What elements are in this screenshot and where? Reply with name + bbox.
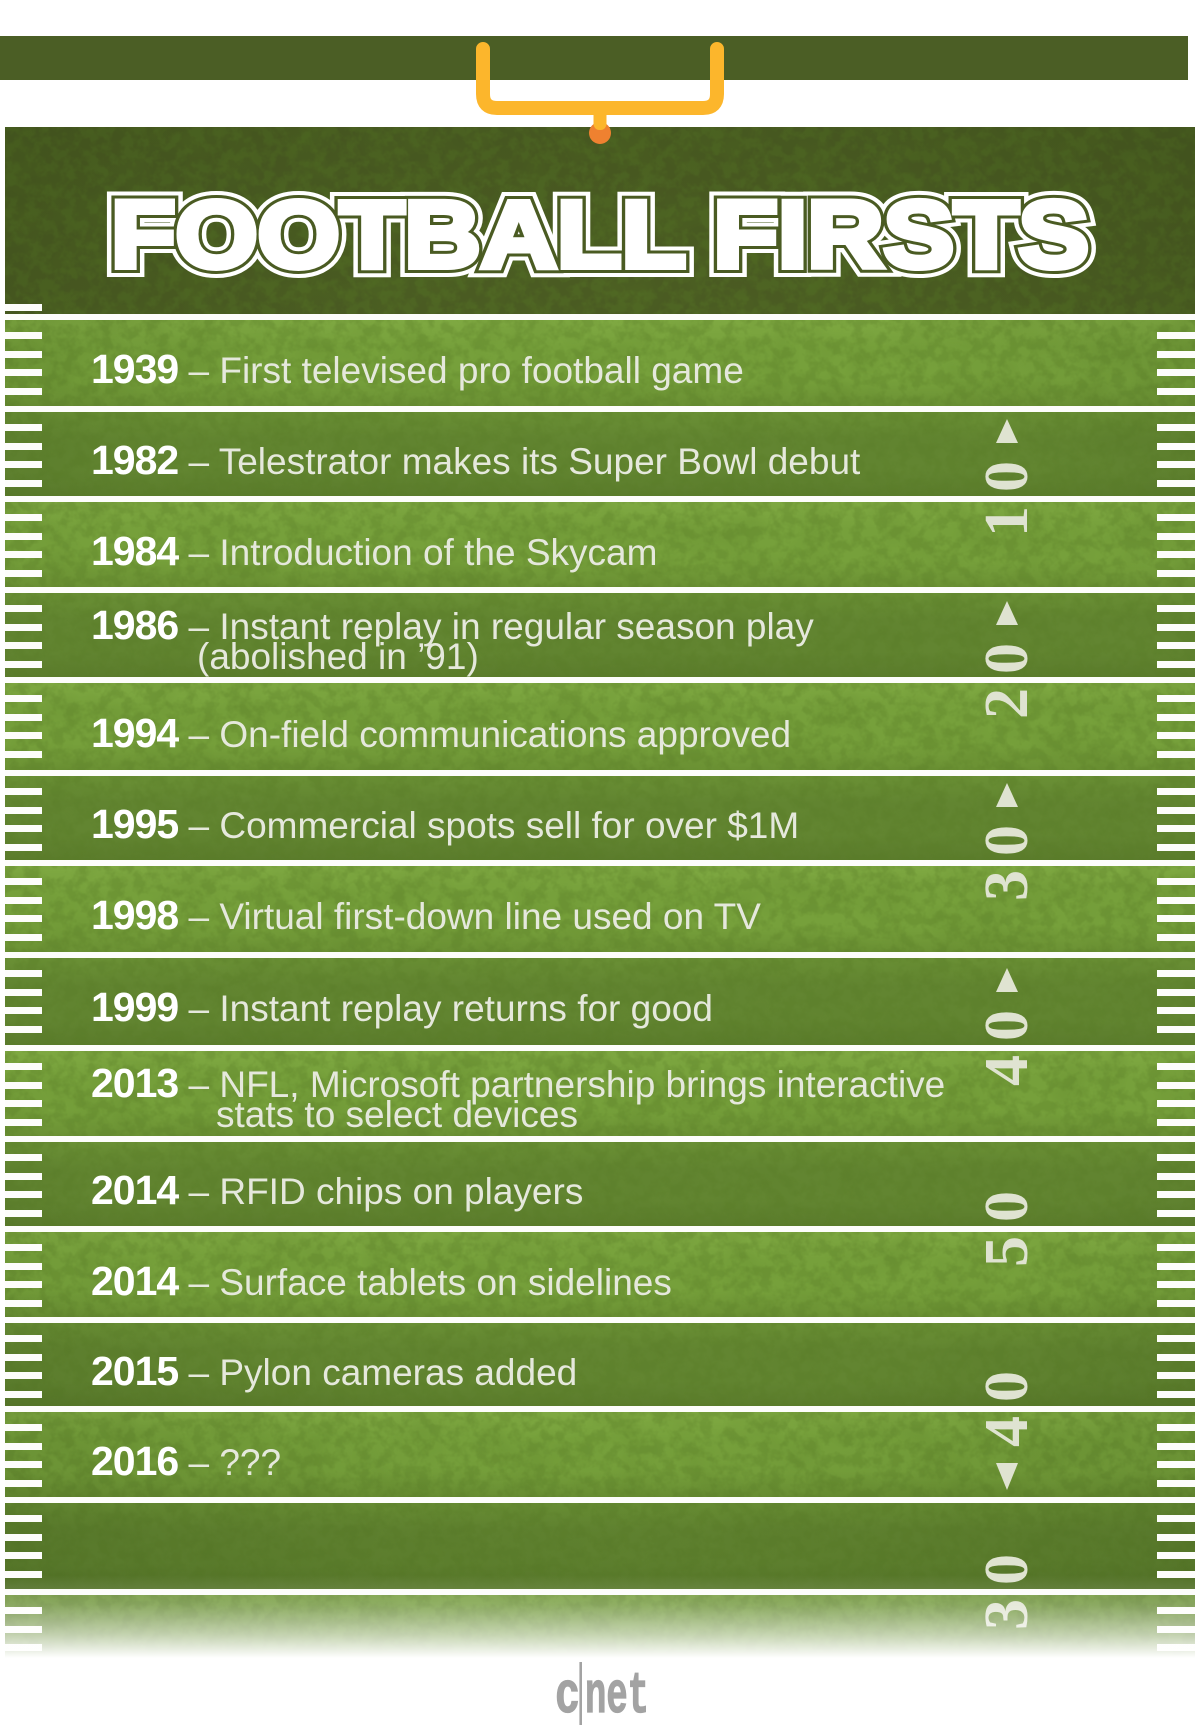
svg-text:c: c [555,1665,580,1725]
svg-text:FOOTBALL FIRSTS: FOOTBALL FIRSTS [111,182,1089,288]
svg-text:FOOTBALL FIRSTS: FOOTBALL FIRSTS [111,182,1089,288]
svg-text:net: net [585,1665,649,1725]
svg-text:FOOTBALL FIRSTS: FOOTBALL FIRSTS [111,182,1089,288]
